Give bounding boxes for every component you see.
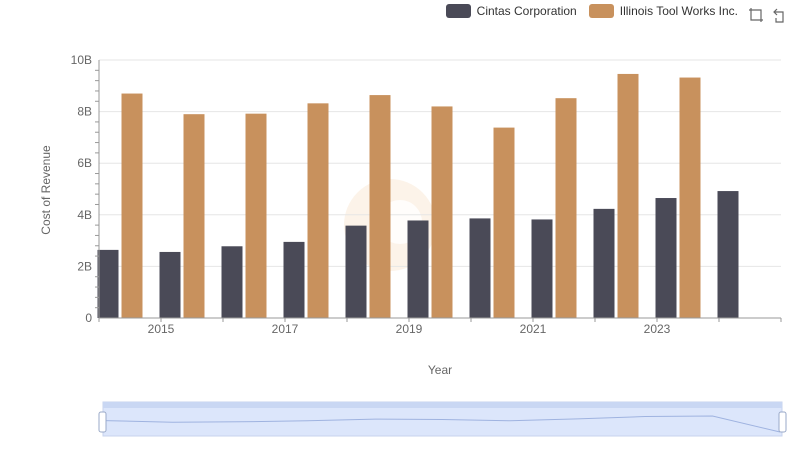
zoom-preview-line: [104, 415, 781, 433]
x-axis: 2015 2017 2019 2021 2023: [98, 317, 782, 336]
x-tick-label: 2017: [272, 322, 299, 336]
data-zoom-slider[interactable]: [98, 401, 787, 437]
bar-itw-2020[interactable]: [493, 127, 515, 318]
bar-cintas-2023[interactable]: [655, 198, 677, 318]
bar-cintas-2014[interactable]: [97, 249, 119, 318]
bar-cintas-2015[interactable]: [159, 251, 181, 318]
y-tick-label: 6B: [77, 156, 92, 170]
x-axis-title: Year: [428, 363, 452, 377]
bar-cintas-2022[interactable]: [593, 208, 615, 318]
y-tick-label: 4B: [77, 208, 92, 222]
zoom-top-bar[interactable]: [103, 402, 782, 408]
x-tick-label: 2015: [148, 322, 175, 336]
bars: [97, 73, 739, 319]
y-tick-label: 10B: [71, 53, 92, 67]
bar-itw-2015[interactable]: [183, 114, 205, 319]
x-tick-label: 2023: [644, 322, 671, 336]
legend-item-itw[interactable]: Illinois Tool Works Inc.: [588, 4, 738, 18]
bar-cintas-2018[interactable]: [345, 225, 367, 318]
restore-icon[interactable]: [773, 7, 789, 23]
bar-itw-2017[interactable]: [307, 103, 329, 319]
zoom-handle-right[interactable]: [778, 411, 787, 433]
legend-item-cintas[interactable]: Cintas Corporation: [445, 4, 577, 18]
legend-label-cintas: Cintas Corporation: [476, 4, 577, 18]
bar-cintas-2020[interactable]: [469, 218, 491, 318]
zoom-icon[interactable]: [748, 7, 764, 23]
legend: Cintas Corporation Illinois Tool Works I…: [445, 4, 738, 18]
bar-itw-2014[interactable]: [121, 93, 143, 318]
y-tick-label: 8B: [77, 105, 92, 119]
x-tick-label: 2019: [396, 322, 423, 336]
bar-cintas-2017[interactable]: [283, 241, 305, 318]
bar-itw-2023[interactable]: [679, 77, 701, 318]
y-axis: 0 2B 4B 6B 8B 10B: [71, 53, 100, 325]
bar-itw-2022[interactable]: [617, 73, 639, 318]
zoom-handle-left[interactable]: [98, 411, 107, 433]
bar-itw-2016[interactable]: [245, 113, 267, 318]
legend-label-itw: Illinois Tool Works Inc.: [619, 4, 738, 18]
bar-cintas-2021[interactable]: [531, 219, 553, 318]
legend-swatch-cintas: [445, 4, 471, 18]
bar-itw-2019[interactable]: [431, 106, 453, 318]
legend-swatch-itw: [588, 4, 614, 18]
bar-itw-2021[interactable]: [555, 98, 577, 319]
y-axis-title: Cost of Revenue: [39, 145, 53, 235]
bar-cintas-2019[interactable]: [407, 220, 429, 318]
x-tick-label: 2021: [520, 322, 547, 336]
y-tick-label: 0: [85, 311, 92, 325]
bar-cintas-2016[interactable]: [221, 246, 243, 318]
bar-cintas-2024[interactable]: [717, 191, 739, 318]
y-tick-label: 2B: [77, 259, 92, 273]
bar-itw-2018[interactable]: [369, 95, 391, 318]
